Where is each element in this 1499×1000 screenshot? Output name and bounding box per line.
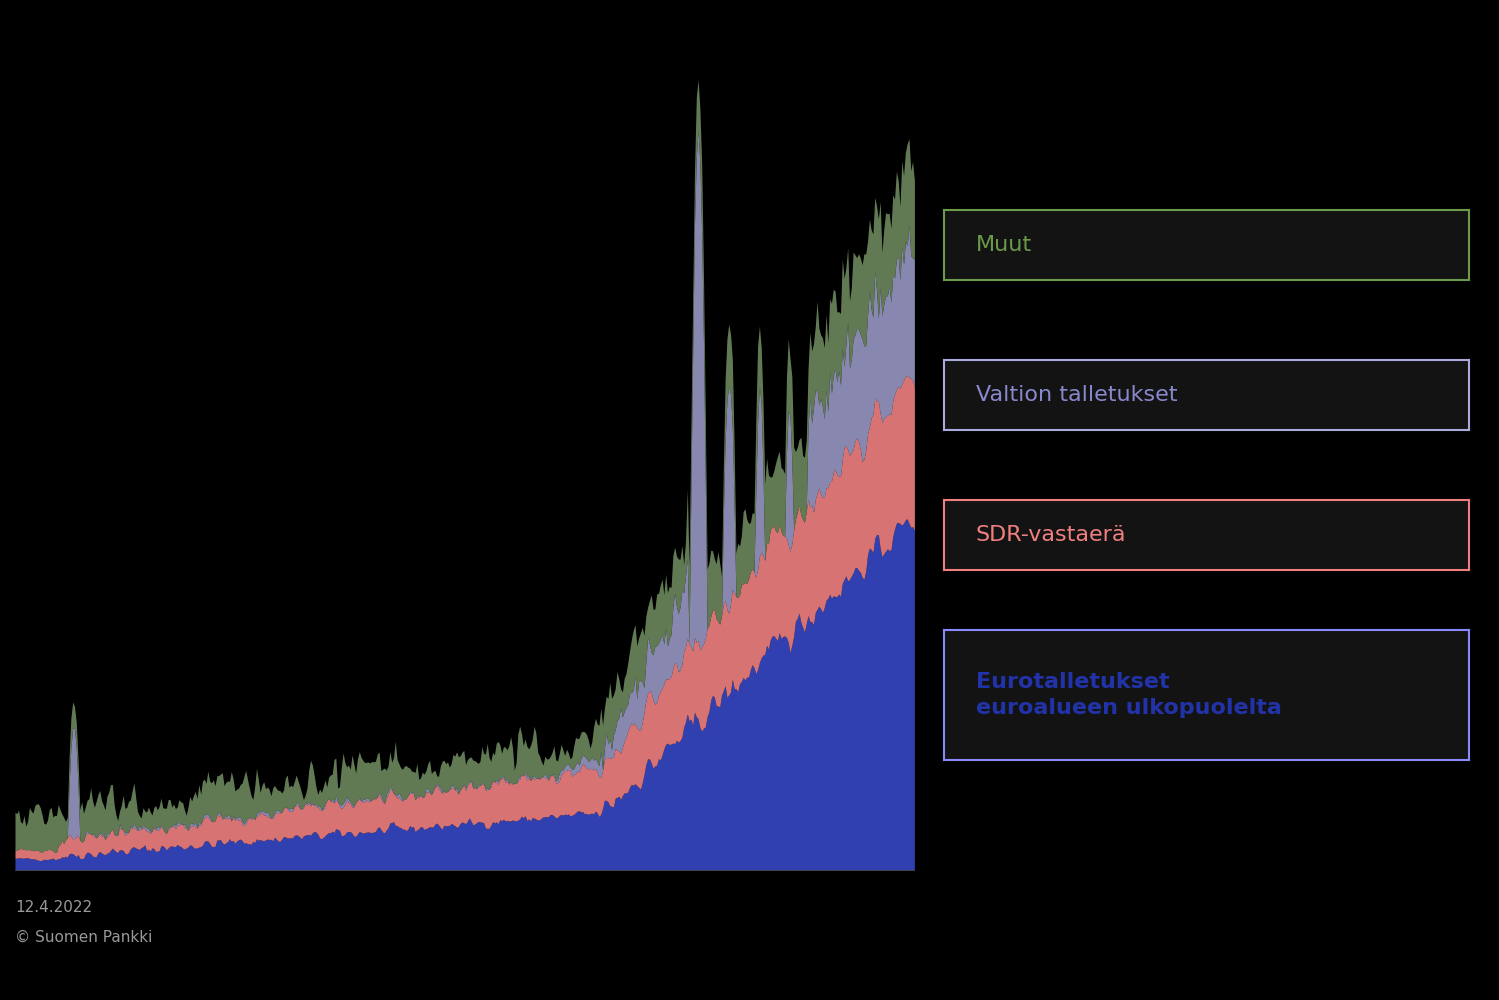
Text: Muut: Muut (976, 235, 1031, 255)
Text: Valtion talletukset: Valtion talletukset (976, 385, 1177, 405)
Text: SDR-vastaerä: SDR-vastaerä (976, 525, 1126, 545)
Text: Eurotalletukset
euroalueen ulkopuolelta: Eurotalletukset euroalueen ulkopuolelta (976, 672, 1282, 718)
Text: © Suomen Pankki: © Suomen Pankki (15, 930, 153, 945)
Text: 12.4.2022: 12.4.2022 (15, 900, 91, 915)
